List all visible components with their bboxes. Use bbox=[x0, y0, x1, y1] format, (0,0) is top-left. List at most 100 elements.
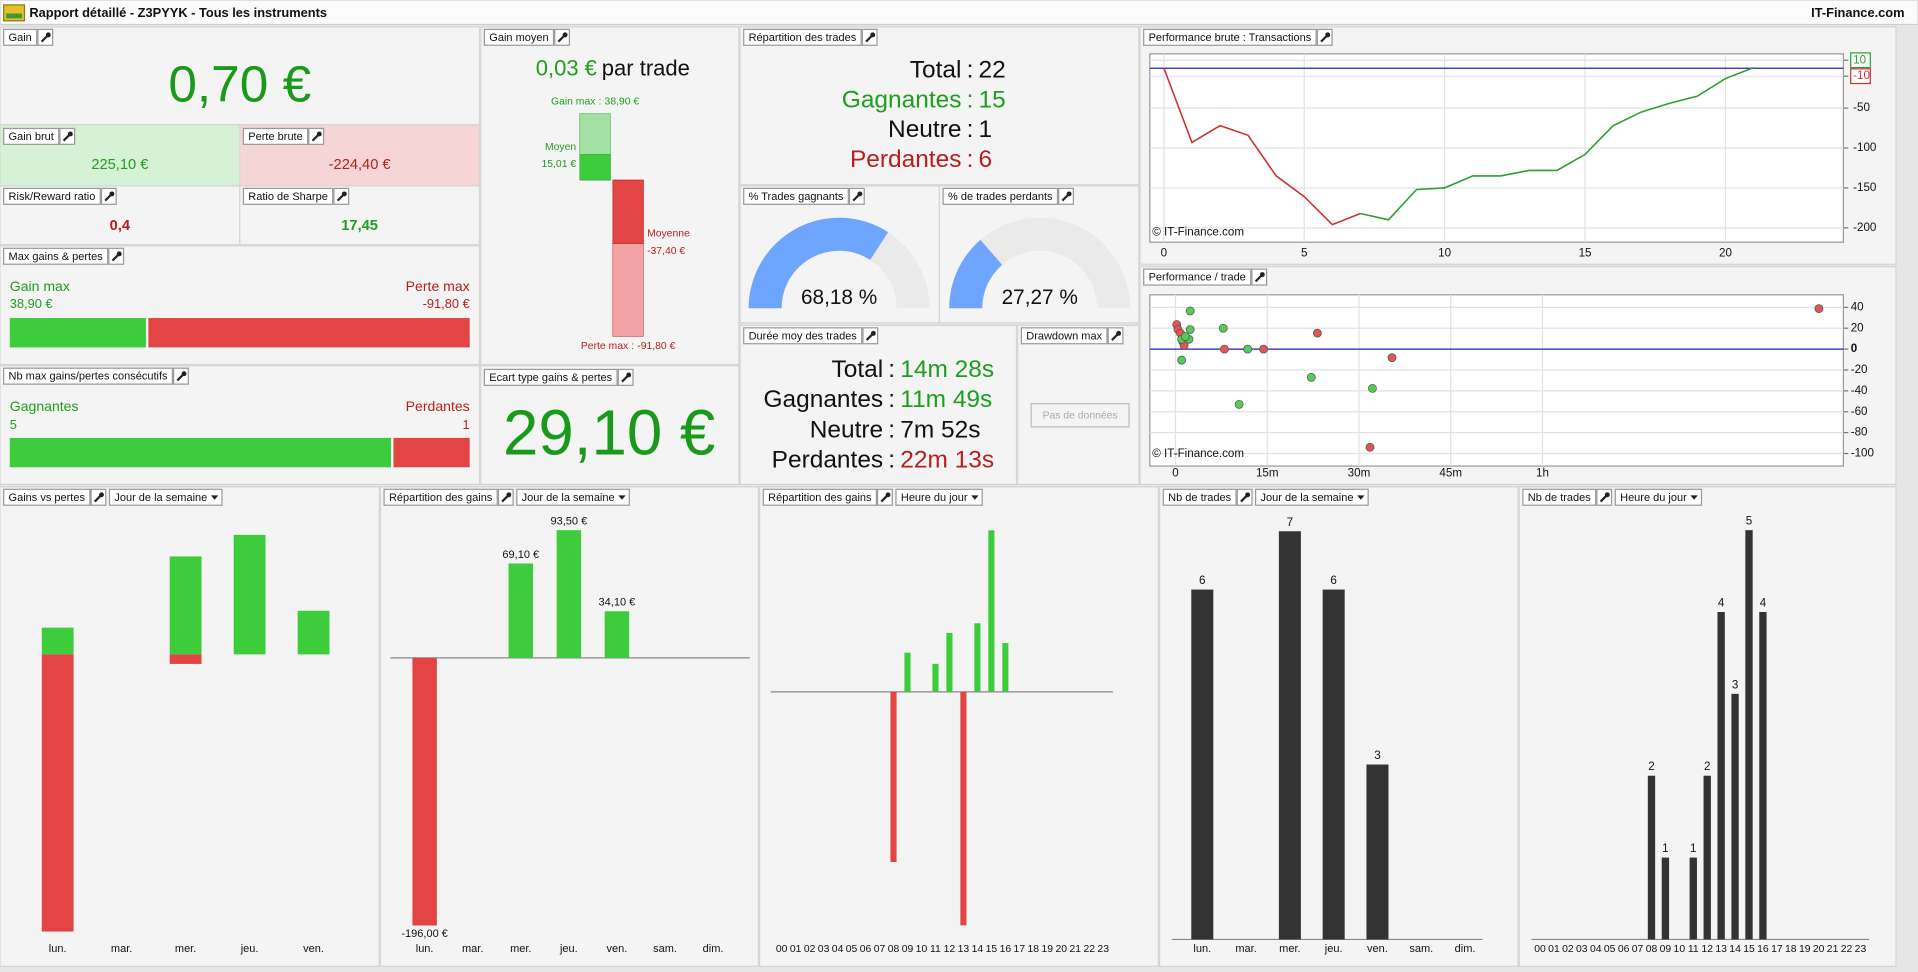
panel-title-button[interactable] bbox=[483, 368, 618, 386]
bar bbox=[890, 691, 897, 863]
bar bbox=[1661, 857, 1670, 940]
scatter-point bbox=[1218, 323, 1228, 333]
y-tick-label: 10 bbox=[1853, 53, 1866, 66]
dropdown[interactable] bbox=[1255, 488, 1369, 506]
row-value: 7m 52s bbox=[900, 416, 980, 443]
panel-title-button[interactable] bbox=[743, 28, 862, 46]
panel-title-button[interactable] bbox=[1020, 327, 1108, 345]
scatter-point bbox=[1259, 344, 1268, 354]
gain-moyen-value: 0,03 € bbox=[536, 56, 597, 81]
x-tick-label: 00 bbox=[1534, 944, 1546, 955]
gauge-label: 27,27 % bbox=[1002, 286, 1078, 309]
row-separator: : bbox=[888, 446, 895, 473]
panel-title-button[interactable] bbox=[3, 247, 109, 265]
x-tick-label: 21 bbox=[1827, 944, 1839, 955]
x-tick-label: lun. bbox=[416, 943, 434, 955]
x-tick-label: mar. bbox=[462, 943, 483, 955]
bar-label-part: 38,90 € bbox=[605, 96, 640, 107]
bar bbox=[1759, 612, 1767, 940]
dropdown[interactable] bbox=[108, 488, 223, 506]
panel bbox=[739, 324, 1018, 486]
wrench-icon bbox=[506, 492, 512, 498]
wrench-icon bbox=[1066, 191, 1072, 197]
x-tick-label: 17 bbox=[1771, 944, 1783, 955]
panel-title-button[interactable] bbox=[3, 367, 174, 385]
x-tick-label: 03 bbox=[818, 944, 830, 955]
gauge-label: 68,18 % bbox=[801, 286, 877, 309]
scatter-point bbox=[1185, 325, 1195, 334]
x-tick-label: ven. bbox=[607, 943, 628, 955]
bar-value-label: 15,01 € bbox=[542, 159, 577, 170]
panel-title-button[interactable] bbox=[3, 127, 60, 145]
x-tick-label: 22 bbox=[1083, 944, 1095, 955]
dropdown[interactable] bbox=[1614, 488, 1703, 506]
panel-title-button[interactable] bbox=[1143, 268, 1252, 286]
dropdown-arrow bbox=[1690, 495, 1698, 500]
row-value: 22 bbox=[979, 56, 1006, 83]
panel-title-button[interactable] bbox=[483, 28, 555, 46]
dropdown-label: Heure du jour bbox=[901, 492, 968, 504]
panel-title-button[interactable] bbox=[743, 187, 849, 205]
scatter-point bbox=[1234, 399, 1244, 409]
dropdown-arrow bbox=[1357, 495, 1365, 500]
bar bbox=[1731, 693, 1739, 940]
x-tick-label: 16 bbox=[1757, 944, 1769, 955]
wrench-icon bbox=[99, 492, 104, 498]
x-tick-label: jeu. bbox=[1324, 943, 1343, 955]
bar-label: Moyenne bbox=[647, 229, 690, 240]
x-tick-label: lun. bbox=[1193, 943, 1211, 955]
row-value: 14m 28s bbox=[900, 356, 994, 383]
panel-title-button[interactable] bbox=[1522, 488, 1597, 506]
row-label: Total bbox=[832, 356, 884, 383]
panel-title-button[interactable] bbox=[3, 187, 101, 205]
gauge-value bbox=[949, 239, 1003, 309]
x-tick-label: 23 bbox=[1855, 944, 1867, 955]
panel-title-button[interactable] bbox=[762, 488, 878, 506]
dropdown[interactable] bbox=[516, 488, 630, 506]
scatter-point bbox=[1243, 344, 1253, 354]
bar-label-part: Perte max bbox=[581, 341, 629, 352]
x-tick-label: 20 bbox=[1813, 944, 1825, 955]
panel-title-button[interactable] bbox=[3, 28, 38, 46]
dropdown-label: Jour de la semaine bbox=[1261, 492, 1354, 504]
panel-title: Perte brute bbox=[248, 131, 302, 143]
panel-title: Performance brute : Transactions bbox=[1149, 32, 1312, 44]
panel-title-button[interactable] bbox=[3, 488, 91, 506]
panel-title-button[interactable] bbox=[743, 327, 863, 345]
x-tick-label: 00 bbox=[776, 944, 788, 955]
panel-title-button[interactable] bbox=[242, 127, 309, 145]
x-tick-label: 15 bbox=[1743, 944, 1755, 955]
x-tick-label: 05 bbox=[1604, 944, 1616, 955]
panel-title-button[interactable] bbox=[1162, 488, 1237, 506]
panel-title: Drawdown max bbox=[1026, 330, 1102, 342]
gain-moyen-unit: par trade bbox=[602, 56, 690, 81]
panel-title-button[interactable] bbox=[1143, 28, 1317, 46]
no-data-button[interactable] bbox=[1030, 403, 1130, 428]
panel-title-button[interactable] bbox=[383, 488, 498, 506]
x-tick-label: dim. bbox=[703, 943, 724, 955]
value-label: 3 bbox=[1374, 749, 1380, 762]
bar-value-label: 5 bbox=[10, 417, 17, 432]
x-tick-label: 02 bbox=[1562, 944, 1574, 955]
row-label: Total bbox=[910, 56, 962, 83]
gain-brut-value: 225,10 € bbox=[91, 157, 148, 173]
wrench-icon bbox=[562, 32, 568, 38]
x-tick-label: 03 bbox=[1576, 944, 1588, 955]
bar-segment bbox=[169, 654, 202, 664]
y-tick-label: -10 bbox=[1853, 69, 1870, 82]
x-tick-label: 13 bbox=[1715, 944, 1727, 955]
wrench-icon bbox=[885, 492, 891, 498]
panel-title-button[interactable] bbox=[242, 187, 334, 205]
x-tick-label: 17 bbox=[1014, 944, 1026, 955]
annotation: © IT-Finance.com bbox=[1152, 447, 1244, 460]
scatter-point bbox=[1365, 442, 1375, 452]
x-tick-label: 12 bbox=[944, 944, 956, 955]
panel-title-button[interactable] bbox=[942, 187, 1059, 205]
bar-value-label: 38,90 € bbox=[10, 296, 53, 311]
value-label: 1 bbox=[1690, 842, 1696, 855]
y-tick-label: -40 bbox=[1851, 384, 1868, 397]
bar-segment bbox=[41, 627, 74, 655]
dropdown[interactable] bbox=[895, 488, 983, 506]
